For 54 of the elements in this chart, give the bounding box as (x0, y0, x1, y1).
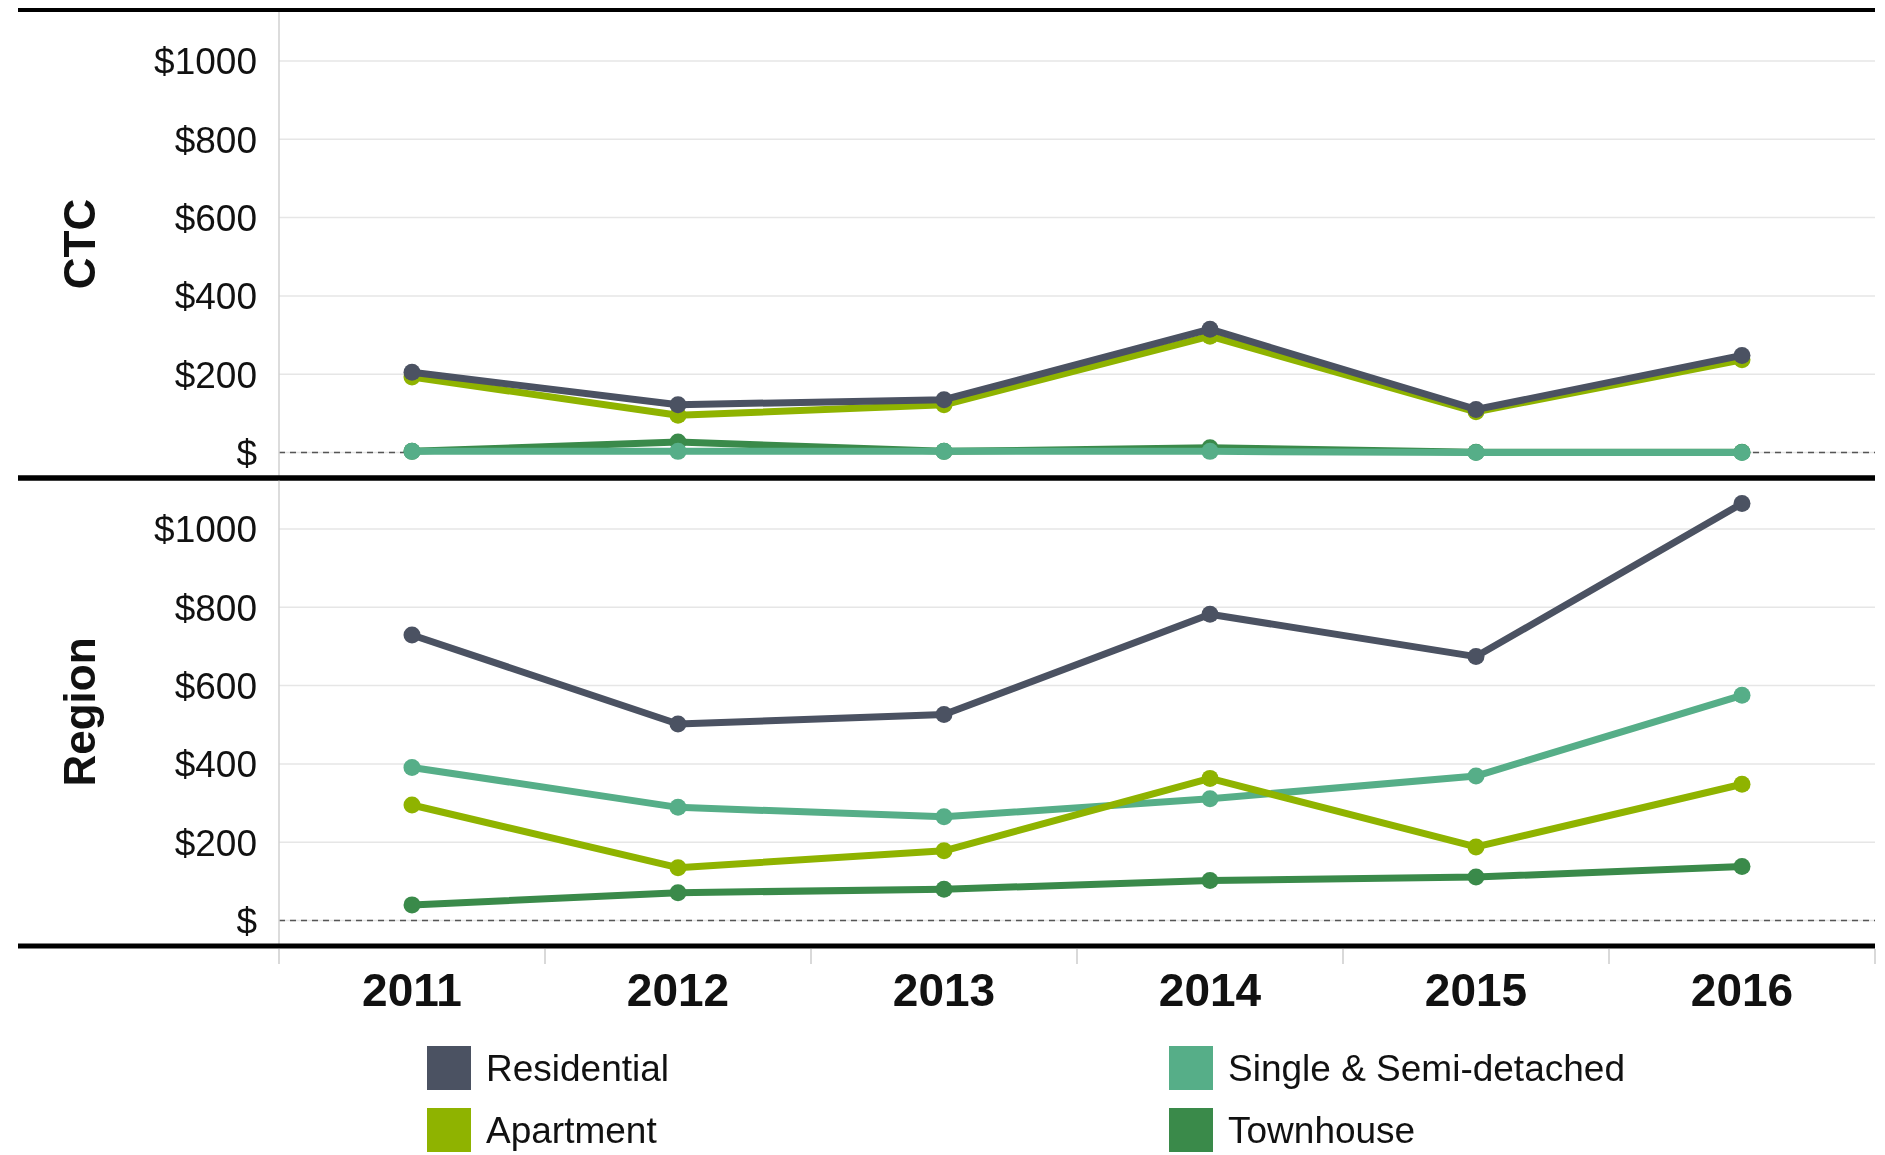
point (669, 396, 687, 414)
point (1201, 769, 1219, 787)
point (935, 391, 953, 409)
x-tick-label: 2012 (626, 964, 730, 1016)
point (1733, 346, 1751, 364)
point (1467, 868, 1485, 886)
y-axis-title: CTC (55, 198, 104, 290)
point (1733, 858, 1751, 875)
point (1733, 494, 1751, 512)
y-tick-label: $400 (174, 276, 257, 318)
x-tick-label: 2013 (892, 964, 996, 1016)
point (935, 880, 953, 898)
point (935, 842, 953, 860)
point (403, 626, 421, 644)
y-tick-label: $600 (174, 665, 257, 707)
legend-label: Apartment (486, 1110, 658, 1152)
point (1201, 605, 1219, 623)
point (669, 715, 687, 733)
point (403, 796, 421, 814)
y-tick-label: $200 (174, 354, 257, 396)
point (669, 884, 687, 902)
point (1467, 838, 1485, 856)
y-tick-label: $1000 (154, 509, 257, 551)
point (1201, 790, 1219, 808)
legend-label: Single & Semi-detached (1228, 1048, 1625, 1090)
y-tick-label: $200 (174, 822, 257, 864)
point (1201, 320, 1219, 338)
x-tick-label: 2011 (362, 964, 462, 1016)
y-tick-label: $800 (174, 119, 257, 161)
point (403, 896, 421, 914)
y-tick-label: $600 (174, 197, 257, 239)
y-tick-label: $1000 (154, 41, 257, 83)
point (669, 798, 687, 816)
point (1733, 775, 1751, 793)
x-tick-label: 2016 (1690, 964, 1794, 1016)
y-tick-label: $400 (174, 744, 257, 786)
legend-label: Townhouse (1228, 1110, 1416, 1152)
legend-label: Residential (486, 1048, 670, 1090)
x-tick-label: 2015 (1424, 964, 1528, 1016)
point (403, 363, 421, 381)
point (669, 442, 687, 460)
point (669, 859, 687, 877)
point (935, 808, 953, 826)
point (1467, 648, 1485, 666)
y-axis-title: Region (55, 637, 104, 787)
point (1201, 872, 1219, 890)
x-tick-label: 2014 (1158, 964, 1262, 1016)
y-tick-label: $800 (174, 587, 257, 629)
point (1733, 686, 1751, 704)
point (935, 706, 953, 724)
point (1467, 767, 1485, 785)
y-tick-label: $ (236, 432, 257, 474)
y-tick-label: $ (236, 900, 257, 942)
point (403, 758, 421, 776)
